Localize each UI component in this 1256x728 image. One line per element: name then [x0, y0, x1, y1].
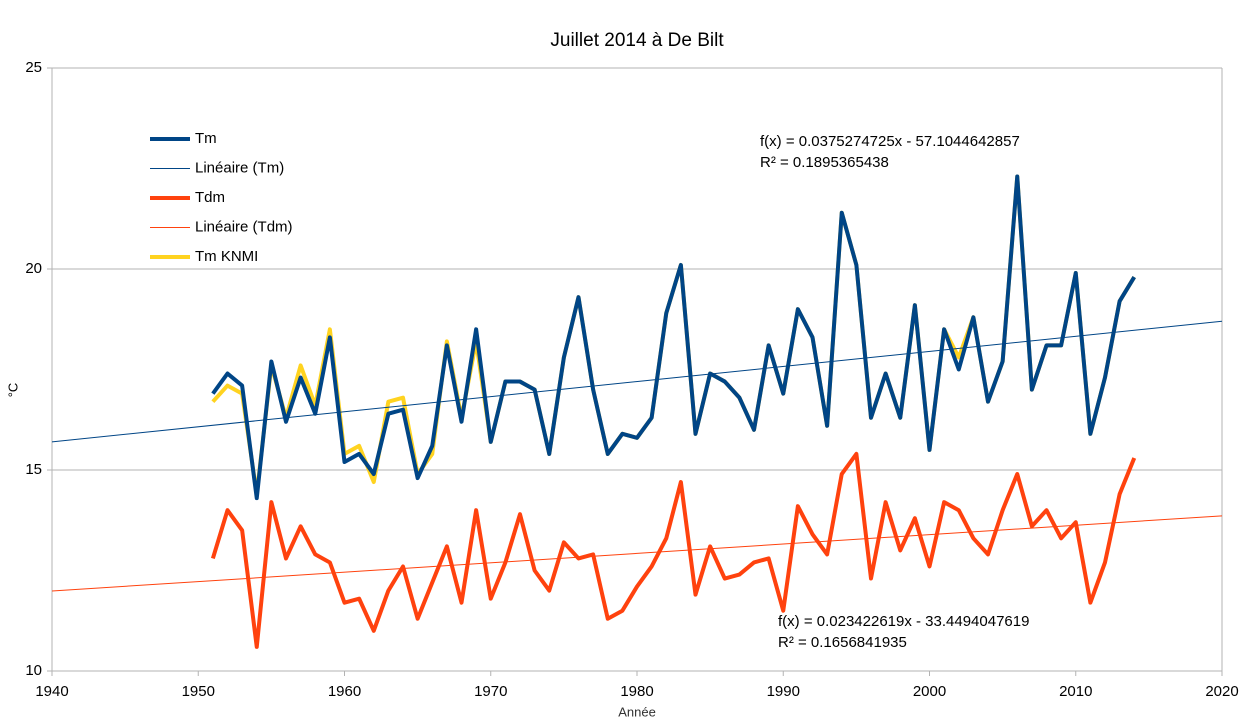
- annotation: R² = 0.1895365438: [760, 154, 889, 171]
- x-tick-label: 1960: [328, 683, 361, 700]
- y-axis-label: °C: [5, 383, 20, 398]
- annotation: R² = 0.1656841935: [778, 634, 907, 651]
- x-tick-label: 2000: [913, 683, 946, 700]
- x-tick-label: 1980: [620, 683, 653, 700]
- trend-line: [51, 515, 1223, 592]
- legend-label: Linéaire (Tm): [195, 159, 284, 176]
- x-tick-label: 1970: [474, 683, 507, 700]
- series-line: [211, 174, 1136, 497]
- chart-title: Juillet 2014 à De Bilt: [550, 30, 724, 51]
- legend-label: Tm KNMI: [195, 248, 258, 265]
- y-tick-label: 25: [25, 59, 42, 76]
- y-tick-label: 10: [25, 662, 42, 679]
- series-line: [211, 174, 1136, 501]
- legend-label: Linéaire (Tdm): [195, 218, 293, 235]
- legend-label: Tm: [195, 130, 217, 147]
- series-line: [210, 451, 1137, 649]
- x-tick-label: 2010: [1059, 683, 1092, 700]
- x-tick-label: 2020: [1205, 683, 1238, 700]
- x-tick-label: 1950: [182, 683, 215, 700]
- x-axis-label: Année: [618, 704, 656, 719]
- y-tick-label: 15: [25, 461, 42, 478]
- legend-label: Tdm: [195, 189, 225, 206]
- annotation: f(x) = 0.0375274725x - 57.1044642857: [760, 133, 1020, 150]
- y-tick-label: 20: [25, 260, 42, 277]
- x-tick-label: 1940: [35, 683, 68, 700]
- trend-line: [51, 320, 1223, 443]
- annotation: f(x) = 0.023422619x - 33.4494047619: [778, 613, 1029, 630]
- x-tick-label: 1990: [767, 683, 800, 700]
